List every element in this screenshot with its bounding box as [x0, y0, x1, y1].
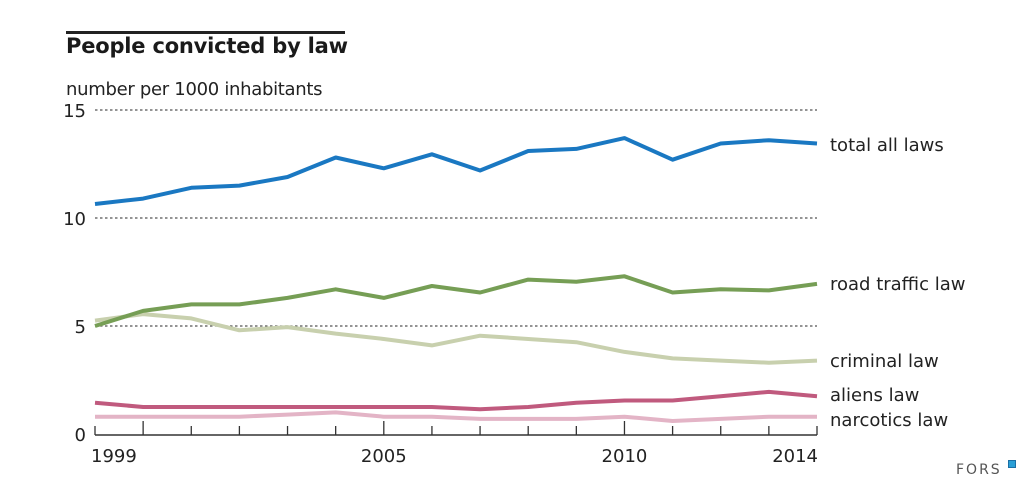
x-tick-label: 2005	[361, 446, 407, 467]
chart-title: People convicted by law	[66, 34, 348, 58]
y-axis-ticks: 0 5 10 15	[63, 101, 86, 446]
y-tick-label: 15	[63, 101, 86, 122]
series-line-criminal-law	[94, 312, 818, 365]
y-tick-label: 0	[75, 425, 86, 446]
x-axis: 1999 2005 2010 2014	[91, 421, 818, 467]
y-axis-unit-label: number per 1000 inhabitants	[66, 79, 323, 100]
series-label-criminal-law: criminal law	[830, 351, 939, 372]
x-tick-label: 1999	[91, 446, 137, 467]
series-label-road-traffic-law: road traffic law	[830, 274, 965, 295]
series-label-narcotics-law: narcotics law	[830, 410, 948, 431]
series-label-total-all-laws: total all laws	[830, 135, 944, 156]
series-label-aliens-law: aliens law	[830, 385, 919, 406]
series-lines	[94, 136, 818, 423]
title-rule	[66, 31, 345, 34]
series-line-aliens-law	[94, 389, 818, 412]
brand-logo-text: FORS	[956, 462, 1002, 478]
series-labels: total all laws road traffic law criminal l…	[830, 135, 965, 431]
series-line-narcotics-law	[95, 410, 817, 423]
series-line-road-traffic-law	[94, 274, 818, 328]
brand-logo-icon	[1008, 460, 1016, 468]
x-tick-label: 2014	[772, 446, 818, 467]
gridlines	[95, 109, 817, 327]
series-line-total-all-laws	[94, 136, 818, 206]
x-tick-label: 2010	[602, 446, 648, 467]
y-tick-label: 5	[75, 317, 86, 338]
y-tick-label: 10	[63, 209, 86, 230]
